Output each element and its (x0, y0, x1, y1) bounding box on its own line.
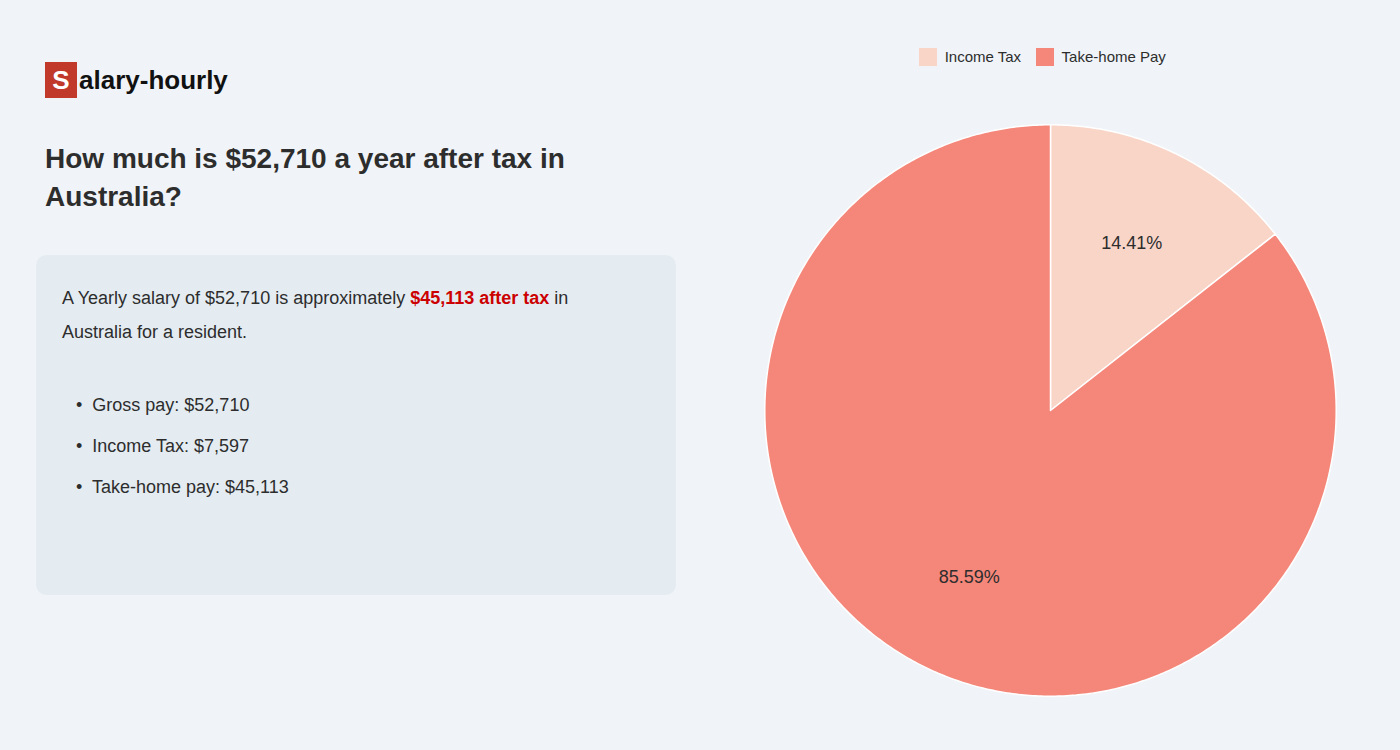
html-text:• Take-home pay: $45,113: • Take-home pay: $45,113 (76, 477, 289, 497)
html-text:A Yearly salary of $52,710 is: A Yearly salary of $52,710 is approximat… (62, 288, 569, 308)
svg-text:14.41%: 14.41% (1101, 233, 1162, 253)
html-text:S alary-hourly: S alary-hourly (52, 64, 228, 95)
html-text:Take-home Pay: Take-home Pay (1061, 48, 1166, 65)
html-text:Australia for a resident.: Australia for a resident. (62, 322, 248, 343)
svg-text:85.59%: 85.59% (939, 567, 1000, 587)
html-text:How much is $52,710 a year aft: How much is $52,710 a year after tax in … (45, 143, 565, 212)
html-text:• Income Tax: $7,597: • Income Tax: $7,597 (76, 436, 250, 456)
html-text:• Gross pay: $52,710: • Gross pay: $52,710 (76, 395, 250, 415)
html-text:Income Tax: Income Tax (944, 48, 1022, 65)
